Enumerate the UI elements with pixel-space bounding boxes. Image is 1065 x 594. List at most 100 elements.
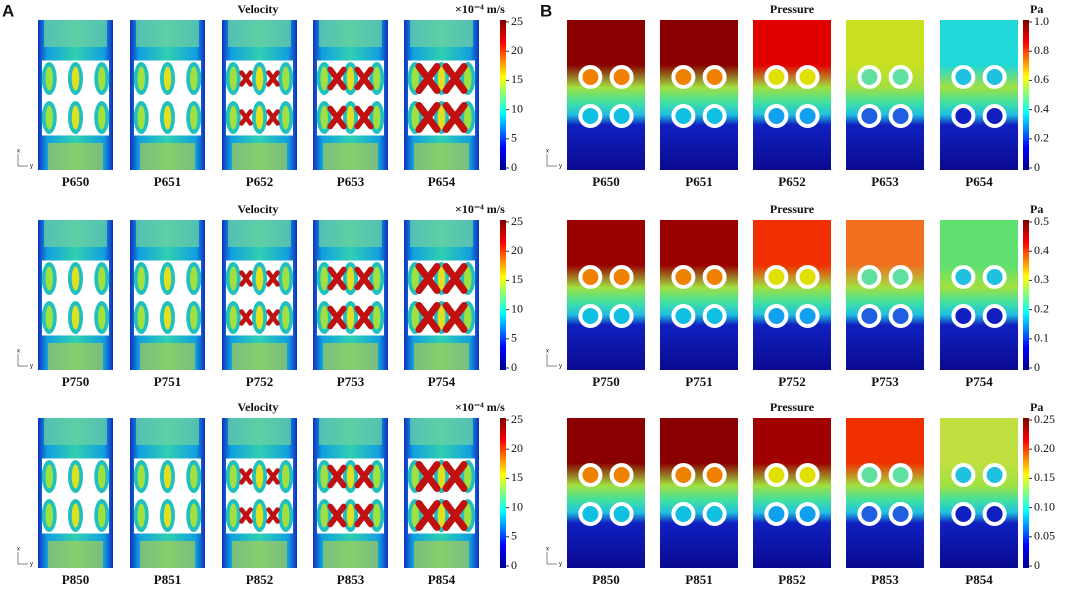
colorbar-tick: 0.20 [1034, 441, 1055, 455]
contour-field [660, 418, 738, 568]
flow-core [137, 66, 145, 91]
colorbar-tick: 5 [511, 331, 517, 345]
colorbar-tick: 0 [1034, 558, 1040, 572]
velocity-peak [354, 105, 374, 130]
contour-plot [313, 20, 388, 170]
contour-plot [38, 220, 113, 370]
flow-core [411, 105, 419, 130]
flow-core [229, 266, 237, 291]
inlet-zone [228, 418, 291, 445]
velocity-peak [354, 503, 374, 528]
outlet-zone [414, 143, 469, 170]
flow-core [346, 105, 355, 130]
flow-core [255, 305, 264, 330]
contour-field [660, 220, 738, 370]
contour-plot [313, 220, 388, 370]
flow-core [346, 305, 355, 330]
outlet-zone [323, 143, 378, 170]
contour-plot [940, 418, 1018, 568]
outlet-zone [323, 541, 378, 568]
unit-label: Pa [1030, 400, 1043, 414]
flow-core [320, 503, 328, 528]
colorbar [500, 220, 506, 370]
flow-core [255, 105, 264, 130]
obstacle [609, 304, 634, 328]
flow-core [346, 266, 355, 291]
contour-plot [222, 20, 297, 170]
unit-label: Pa [1030, 202, 1043, 216]
contour-plot [753, 418, 831, 568]
plot-title: Velocity [238, 400, 279, 414]
flow-core [163, 305, 172, 330]
velocity-peak [327, 66, 347, 91]
panel-letter: B [540, 1, 552, 20]
obstacle [857, 463, 882, 487]
flow-core [464, 266, 472, 291]
obstacle [795, 463, 820, 487]
obstacle [982, 502, 1007, 526]
flow-core [98, 66, 106, 91]
obstacle [764, 463, 789, 487]
inlet-zone [44, 20, 107, 47]
velocity-peak [354, 66, 374, 91]
colorbar-tick: 20 [511, 243, 523, 257]
case-label: P750 [62, 374, 89, 389]
velocity-peak [266, 507, 280, 524]
contour-field [660, 20, 738, 170]
inlet-zone [44, 418, 107, 445]
obstacle [951, 265, 976, 289]
colorbar-tick: 0.8 [1034, 43, 1049, 57]
contour-plot [567, 20, 645, 170]
flow-core [255, 66, 264, 91]
flow-core [282, 266, 290, 291]
case-label: P751 [154, 374, 181, 389]
flow-core [320, 105, 328, 130]
case-label: P851 [154, 572, 181, 587]
flow-core [320, 266, 328, 291]
obstacle [702, 463, 727, 487]
colorbar [1023, 20, 1029, 170]
velocity-peak [239, 468, 253, 485]
obstacle [671, 304, 696, 328]
flow-core [464, 503, 472, 528]
flow-core [98, 105, 106, 130]
contour-field [940, 20, 1018, 170]
obstacle [951, 104, 976, 128]
colorbar-tick: 0.15 [1034, 470, 1055, 484]
flow-core [190, 66, 198, 91]
obstacle [671, 265, 696, 289]
contour-plot [660, 20, 738, 170]
axis-label: x [17, 349, 20, 355]
colorbar-tick: 20 [511, 43, 523, 57]
case-label: P651 [154, 174, 181, 189]
contour-plot [130, 20, 205, 170]
contour-plot [404, 20, 479, 170]
velocity-peak [415, 102, 441, 133]
case-label: P652 [246, 174, 273, 189]
flow-core [437, 305, 446, 330]
contour-plot [130, 418, 205, 568]
contour-plot [404, 418, 479, 568]
colorbar-tick: 0 [511, 360, 517, 374]
flow-core [71, 66, 80, 91]
panel-letter: A [2, 1, 14, 20]
flow-core [346, 464, 355, 489]
contour-field [753, 418, 831, 568]
contour-field [940, 418, 1018, 568]
colorbar-tick: 0.3 [1034, 272, 1049, 286]
case-label: P752 [246, 374, 273, 389]
obstacle [982, 265, 1007, 289]
obstacle [578, 65, 603, 89]
unit-label: ×10⁻⁴ m/s [455, 400, 505, 414]
velocity-peak [327, 305, 347, 330]
contour-plot [660, 220, 738, 370]
axis-label: x [17, 149, 20, 155]
colorbar [1023, 220, 1029, 370]
contour-field [567, 418, 645, 568]
colorbar-tick: 5 [511, 131, 517, 145]
axis-label: y [559, 562, 562, 568]
inlet-zone [228, 220, 291, 247]
plot-title: Pressure [770, 2, 815, 16]
contour-plot [846, 20, 924, 170]
